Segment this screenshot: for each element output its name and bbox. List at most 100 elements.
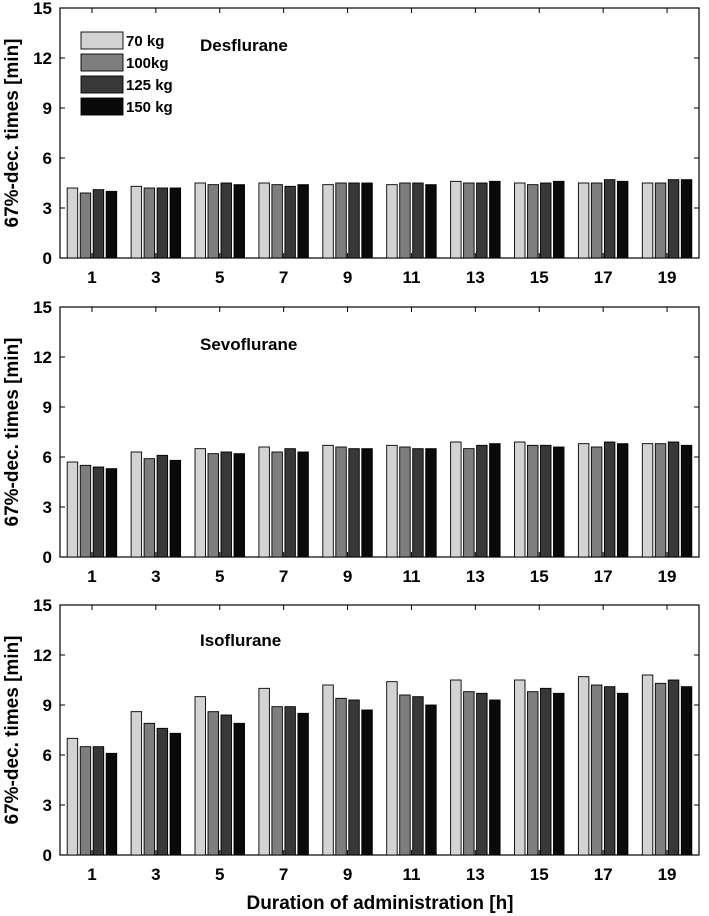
bar (412, 182, 424, 259)
y-tick-label: 9 (43, 99, 52, 118)
bar (577, 443, 590, 558)
bar (476, 692, 488, 856)
bar (322, 684, 334, 856)
bar (348, 699, 360, 856)
x-tick-label: 17 (594, 268, 613, 287)
y-tick-label: 6 (43, 746, 52, 765)
bar (335, 697, 347, 856)
bar (79, 746, 92, 856)
x-tick-label: 9 (343, 567, 352, 586)
bar (207, 184, 219, 259)
bar (463, 691, 475, 856)
bar (489, 699, 501, 856)
bar (680, 179, 693, 259)
bar (386, 681, 398, 856)
bar (654, 682, 667, 856)
x-tick-label: 3 (151, 268, 160, 287)
bar (553, 180, 565, 259)
x-tick-label: 13 (466, 567, 485, 586)
bar (284, 706, 296, 856)
bar (79, 464, 92, 558)
bar (590, 446, 603, 558)
legend-label: 125 kg (126, 77, 173, 94)
bar (616, 180, 629, 259)
bar (450, 679, 462, 856)
legend-label: 100kg (126, 55, 169, 72)
bar (92, 466, 105, 558)
plot-frame (59, 306, 700, 558)
legend-swatch (80, 31, 124, 50)
x-tick-label: 11 (402, 865, 420, 884)
bar (258, 446, 270, 558)
bar (105, 752, 118, 856)
bar (169, 459, 182, 558)
y-tick-label: 3 (43, 796, 52, 815)
bar (616, 443, 629, 558)
bar (156, 454, 169, 558)
bar (66, 737, 79, 856)
bar (386, 184, 398, 259)
bar (297, 712, 309, 856)
bar (169, 732, 182, 856)
bar (233, 453, 245, 558)
bar (590, 182, 603, 259)
bar (514, 679, 526, 856)
y-tick-label: 12 (33, 49, 52, 68)
x-tick-label: 5 (215, 268, 224, 287)
bar (476, 444, 488, 558)
bar (399, 694, 411, 856)
x-tick-label: 17 (594, 567, 613, 586)
bar (527, 444, 539, 558)
bar (156, 187, 169, 259)
x-tick-label: 15 (530, 268, 549, 287)
y-tick-label: 0 (43, 846, 52, 865)
bar (66, 187, 79, 259)
bar (463, 448, 475, 558)
bar (92, 746, 105, 856)
x-tick-label: 7 (279, 865, 288, 884)
bar (399, 182, 411, 259)
bar (130, 451, 143, 558)
y-tick-label: 12 (33, 646, 52, 665)
panel-title: Isoflurane (200, 631, 281, 650)
bar (667, 679, 680, 856)
y-axis-label: 67%-dec. times [min] (2, 636, 23, 825)
legend-swatch (80, 97, 124, 116)
bar (654, 182, 667, 259)
bar (553, 692, 565, 856)
y-tick-label: 6 (43, 448, 52, 467)
y-tick-label: 9 (43, 696, 52, 715)
bar (412, 696, 424, 856)
bar (92, 189, 105, 259)
bar (603, 179, 616, 259)
y-tick-label: 15 (33, 298, 52, 317)
x-tick-label: 13 (466, 268, 485, 287)
legend-swatch (80, 53, 124, 72)
bar (233, 722, 245, 856)
bar (194, 448, 206, 558)
bar (297, 451, 309, 558)
x-tick-label: 13 (466, 865, 485, 884)
bar (425, 448, 437, 558)
bar (105, 190, 118, 259)
x-tick-label: 19 (658, 865, 677, 884)
bar (412, 448, 424, 558)
y-tick-label: 15 (33, 0, 52, 18)
bar (348, 448, 360, 558)
bar (540, 182, 552, 259)
bar (540, 687, 552, 856)
legend-swatch (80, 75, 124, 94)
bar (667, 441, 680, 558)
bar (271, 184, 283, 259)
bar (425, 704, 437, 856)
y-tick-label: 3 (43, 199, 52, 218)
y-tick-label: 0 (43, 548, 52, 567)
bar (425, 184, 437, 259)
bar (489, 180, 501, 259)
x-tick-label: 9 (343, 865, 352, 884)
y-axis-label: 67%-dec. times [min] (2, 338, 23, 527)
bar (271, 451, 283, 558)
